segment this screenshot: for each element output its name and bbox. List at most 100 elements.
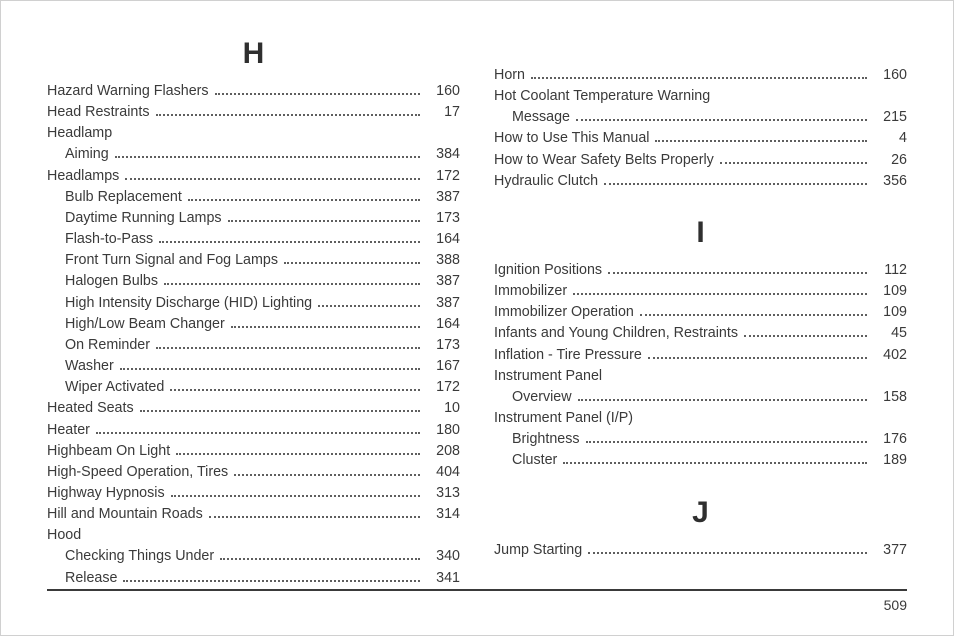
leader-dots	[318, 305, 420, 307]
index-entry-page: 387	[426, 293, 460, 314]
index-entry-page: 112	[873, 260, 907, 281]
index-entry: Cluster189	[494, 450, 907, 471]
index-entry-label: Brightness	[512, 429, 580, 450]
index-entry: Aiming384	[47, 144, 460, 165]
index-heading: Headlamp	[47, 123, 460, 144]
leader-dots	[120, 368, 420, 370]
index-entry-label: Release	[65, 568, 117, 589]
right-entries-block: Horn160Hot Coolant Temperature WarningMe…	[494, 65, 907, 192]
index-entry: Message 215	[494, 107, 907, 128]
index-entry: Jump Starting 377	[494, 540, 907, 561]
leader-dots	[640, 314, 867, 316]
index-entry-label: Hill and Mountain Roads	[47, 504, 203, 525]
index-entry-page: 167	[426, 356, 460, 377]
index-entry-label: How to Use This Manual	[494, 128, 649, 149]
index-entry-label: Immobilizer	[494, 281, 567, 302]
index-entry-page: 158	[873, 387, 907, 408]
leader-dots	[578, 399, 867, 401]
index-entry-label: Horn	[494, 65, 525, 86]
index-entry-page: 173	[426, 335, 460, 356]
leader-dots	[573, 293, 867, 295]
leader-dots	[220, 558, 420, 560]
index-entry-label: Checking Things Under	[65, 546, 214, 567]
index-entry-page: 17	[426, 102, 460, 123]
index-entry: High/Low Beam Changer 164	[47, 314, 460, 335]
index-entry-label: Front Turn Signal and Fog Lamps	[65, 250, 278, 271]
index-entry: Front Turn Signal and Fog Lamps 388	[47, 250, 460, 271]
index-heading: Hood	[47, 525, 460, 546]
index-entry-label: Halogen Bulbs	[65, 271, 158, 292]
index-entry-label: Hydraulic Clutch	[494, 171, 598, 192]
leader-dots	[115, 156, 420, 158]
index-entry: Checking Things Under340	[47, 546, 460, 567]
footer-rule	[47, 589, 907, 591]
index-entry: Headlamps172	[47, 166, 460, 187]
index-entry-label: High-Speed Operation, Tires	[47, 462, 228, 483]
page-footer: 509	[47, 589, 907, 613]
index-entry-label: Aiming	[65, 144, 109, 165]
index-entry-label: Headlamps	[47, 166, 119, 187]
index-entry-page: 173	[426, 208, 460, 229]
letter-heading-h: H	[47, 37, 460, 71]
page-number: 509	[47, 597, 907, 613]
index-entry-label: Heated Seats	[47, 398, 134, 419]
index-entry-label: Inflation - Tire Pressure	[494, 345, 642, 366]
index-entry-label: Highbeam On Light	[47, 441, 170, 462]
columns: H Hazard Warning Flashers160Head Restrai…	[47, 29, 907, 589]
index-entry: Wiper Activated172	[47, 377, 460, 398]
leader-dots	[156, 347, 420, 349]
index-entry-page: 404	[426, 462, 460, 483]
index-entry-label: Infants and Young Children, Restraints	[494, 323, 738, 344]
index-entry-label: Jump Starting	[494, 540, 582, 561]
index-entry-label: Wiper Activated	[65, 377, 164, 398]
leader-dots	[171, 495, 420, 497]
index-entry: How to Wear Safety Belts Properly26	[494, 150, 907, 171]
index-entry-label: High/Low Beam Changer	[65, 314, 225, 335]
left-column: H Hazard Warning Flashers160Head Restrai…	[47, 29, 460, 589]
index-entry-label: Hazard Warning Flashers	[47, 81, 209, 102]
index-entry: Daytime Running Lamps 173	[47, 208, 460, 229]
index-entry-page: 341	[426, 568, 460, 589]
leader-dots	[231, 326, 420, 328]
index-entry: Highbeam On Light 208	[47, 441, 460, 462]
right-column: Horn160Hot Coolant Temperature WarningMe…	[494, 29, 907, 589]
leader-dots	[234, 474, 420, 476]
leader-dots	[648, 357, 867, 359]
index-entry: Hydraulic Clutch 356	[494, 171, 907, 192]
index-entry: Bulb Replacement387	[47, 187, 460, 208]
leader-dots	[159, 241, 420, 243]
index-entry-page: 208	[426, 441, 460, 462]
index-entry-page: 377	[873, 540, 907, 561]
index-entry-page: 109	[873, 281, 907, 302]
index-entry-page: 189	[873, 450, 907, 471]
index-entry-label: Washer	[65, 356, 114, 377]
index-entry: Overview158	[494, 387, 907, 408]
index-entry-label: Message	[512, 107, 570, 128]
index-entry-page: 164	[426, 314, 460, 335]
leader-dots	[284, 262, 420, 264]
leader-dots	[96, 432, 420, 434]
letter-heading-i: I	[494, 216, 907, 250]
index-entry-label: Flash-to-Pass	[65, 229, 153, 250]
index-entry-page: 10	[426, 398, 460, 419]
index-entry-page: 387	[426, 271, 460, 292]
index-entry: Horn160	[494, 65, 907, 86]
index-entry-label: Highway Hypnosis	[47, 483, 165, 504]
index-entry-page: 356	[873, 171, 907, 192]
leader-dots	[215, 93, 420, 95]
index-entry: Hazard Warning Flashers 160	[47, 81, 460, 102]
index-entry: On Reminder173	[47, 335, 460, 356]
index-entry-label: Daytime Running Lamps	[65, 208, 222, 229]
index-entry: Ignition Positions 112	[494, 260, 907, 281]
index-entry-label: Ignition Positions	[494, 260, 602, 281]
index-entry-page: 26	[873, 150, 907, 171]
index-entry: Flash-to-Pass164	[47, 229, 460, 250]
index-entry-page: 160	[426, 81, 460, 102]
index-entry-page: 215	[873, 107, 907, 128]
leader-dots	[586, 441, 867, 443]
leader-dots	[156, 114, 420, 116]
index-entry-page: 388	[426, 250, 460, 271]
index-entry-label: Bulb Replacement	[65, 187, 182, 208]
index-entry: Release 341	[47, 568, 460, 589]
index-entry-page: 313	[426, 483, 460, 504]
